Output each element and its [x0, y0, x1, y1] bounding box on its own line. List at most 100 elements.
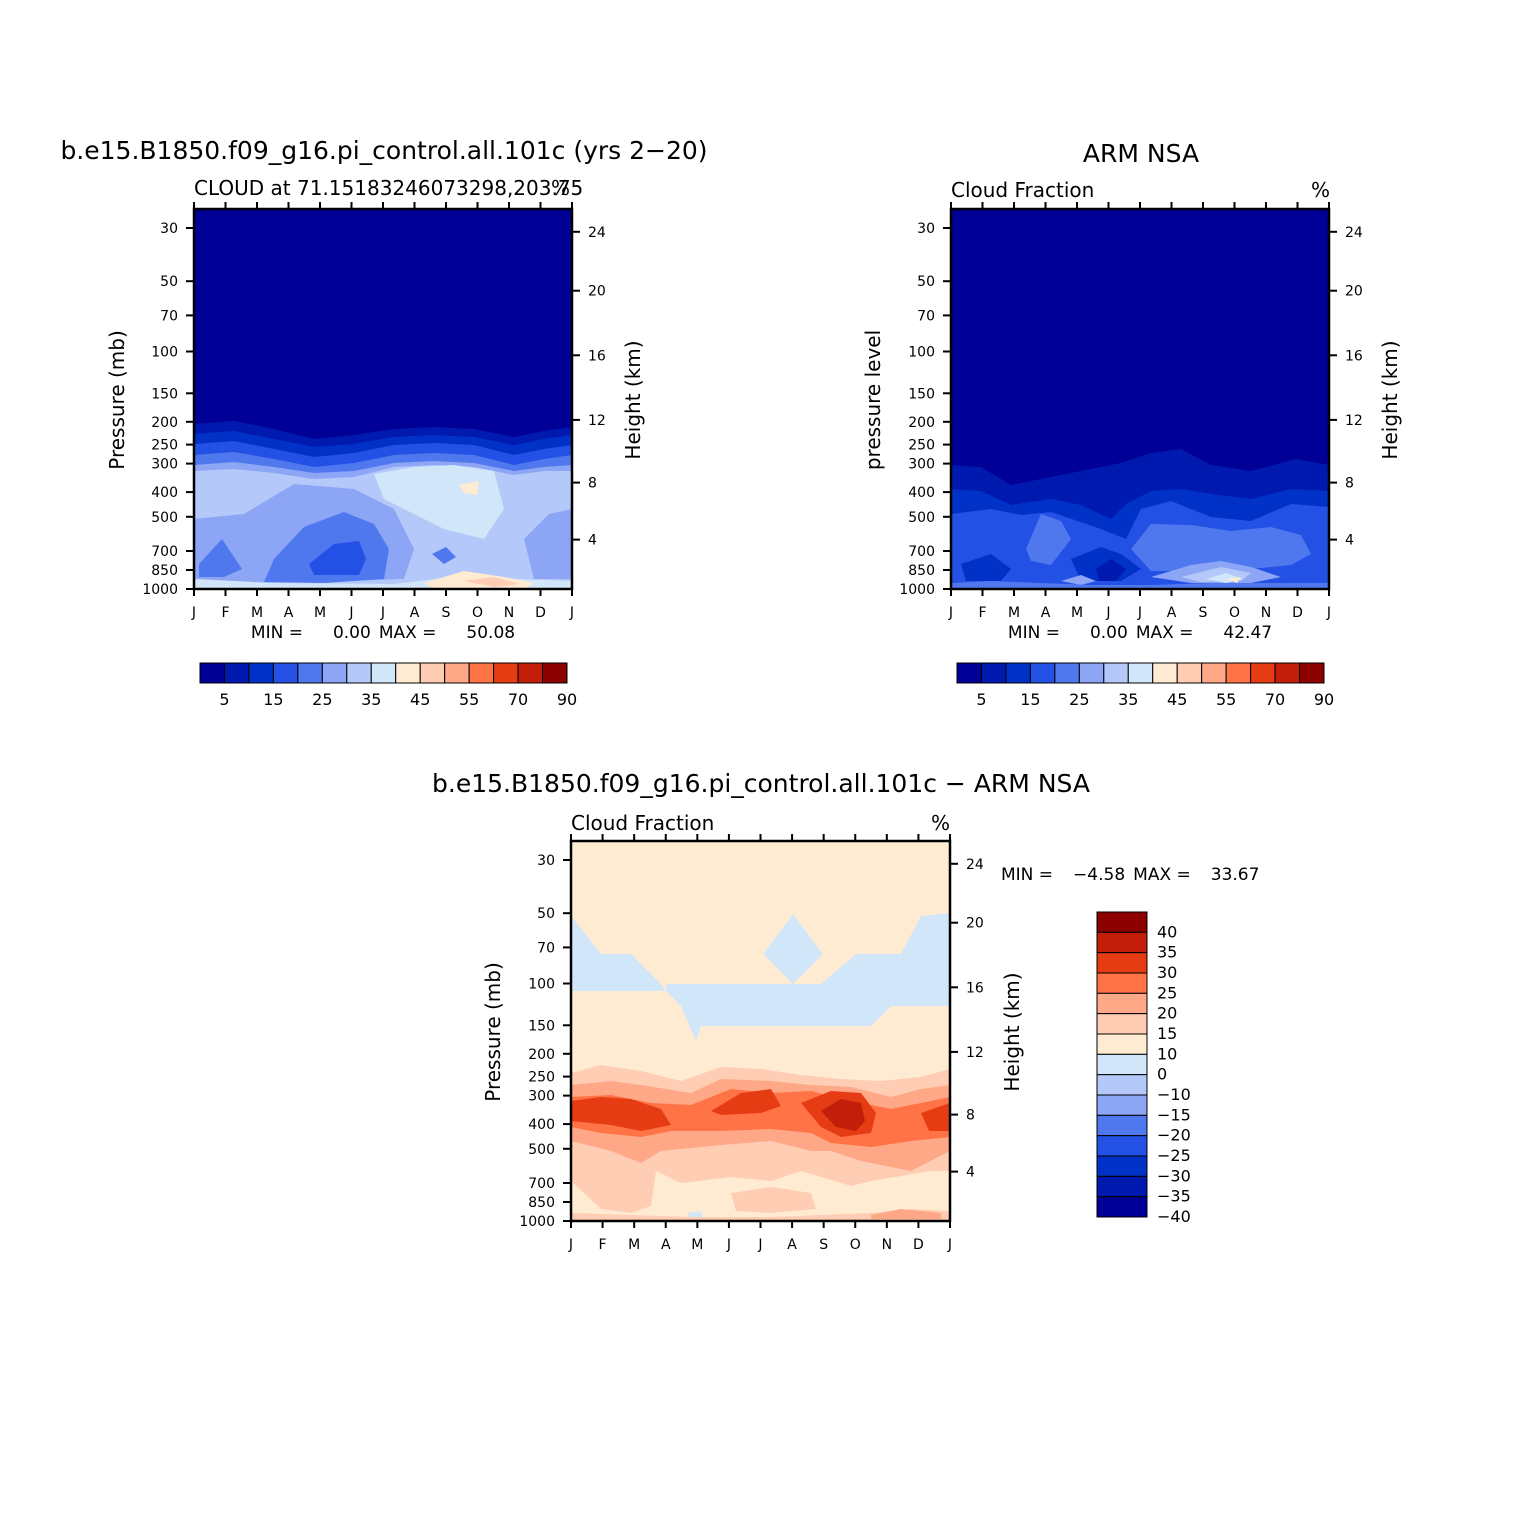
contour-band-10 — [524, 509, 572, 579]
colorbar-swatch — [419, 662, 446, 684]
x-tick-label: O — [472, 605, 483, 621]
contour-band-8 — [711, 1089, 781, 1115]
pressure-tick-label: 700 — [528, 1176, 555, 1192]
contour-band-11 — [821, 1099, 865, 1131]
colorbar-swatch — [1096, 992, 1148, 1015]
pressure-tick-label: 200 — [151, 415, 178, 431]
colorbar-swatch — [1299, 662, 1325, 684]
pressure-tick-label: 100 — [908, 345, 935, 361]
panel-obs-title: ARM NSA — [1083, 139, 1199, 168]
colorbar-label: −15 — [1157, 1105, 1191, 1124]
colorbar-label: −30 — [1157, 1166, 1191, 1185]
panel-model: b.e15.B1850.f09_g16.pi_control.all.101c … — [60, 136, 707, 709]
pressure-tick-label: 700 — [151, 544, 178, 560]
panel-model-min-label: MIN = — [251, 623, 303, 643]
colorbar-swatch — [1274, 662, 1301, 684]
x-tick-label: J — [191, 605, 196, 621]
x-tick-label: A — [1041, 605, 1051, 621]
panel-diff-title: b.e15.B1850.f09_g16.pi_control.all.101c … — [432, 769, 1090, 798]
height-tick-label: 16 — [966, 980, 984, 996]
colorbar-label: 0 — [1157, 1065, 1167, 1084]
colorbar-label: −40 — [1157, 1207, 1191, 1226]
colorbar-swatch — [346, 662, 372, 684]
height-tick-label: 12 — [1345, 413, 1363, 429]
colorbar-swatch — [1152, 662, 1178, 684]
pressure-tick-label: 30 — [160, 221, 178, 237]
contour-band-8 — [1096, 559, 1126, 581]
pressure-tick-label: 200 — [528, 1047, 555, 1063]
colorbar-label: 40 — [1157, 922, 1177, 941]
x-tick-label: J — [948, 605, 953, 621]
pressure-tick-label: 300 — [151, 457, 178, 473]
contour-band-13 — [432, 547, 456, 564]
colorbar-label: −20 — [1157, 1126, 1191, 1145]
colorbar-swatch — [1096, 1074, 1148, 1096]
pressure-tick-label: 250 — [151, 438, 178, 454]
colorbar-swatch — [1096, 972, 1148, 994]
contour-band-3 — [763, 914, 823, 984]
colorbar-swatch — [1103, 662, 1129, 684]
pressure-tick-label: 1000 — [899, 582, 935, 598]
panel-obs-axes: J F M A M J J A S O N D J 30 50 70 100 150 200 250 300 400 500… — [899, 202, 1363, 621]
pressure-tick-label: 400 — [151, 485, 178, 501]
contour-band-12 — [1227, 577, 1241, 583]
colorbar-label: 20 — [1157, 1004, 1177, 1023]
height-tick-label: 20 — [588, 284, 606, 300]
contour-band-10 — [921, 1103, 950, 1131]
panel-model-plot-area — [194, 209, 572, 589]
x-tick-label: M — [1071, 605, 1083, 621]
colorbar-label: 45 — [1167, 690, 1187, 709]
height-tick-label: 16 — [588, 348, 606, 364]
colorbar-swatch — [1096, 952, 1148, 974]
colorbar-label: 25 — [1069, 690, 1089, 709]
panel-diff-max-label: MAX = — [1133, 865, 1191, 885]
colorbar-swatch — [444, 662, 470, 684]
panel-diff-stats: MIN = −4.58 MAX = 33.67 — [1001, 865, 1259, 885]
height-tick-label: 20 — [966, 916, 984, 932]
panel-model-colorbar: 5 15 25 35 45 55 70 90 — [199, 662, 577, 709]
colorbar-label: −25 — [1157, 1146, 1191, 1165]
panel-diff-ylabel-right: Height (km) — [1000, 972, 1024, 1091]
colorbar-swatch — [1176, 662, 1203, 684]
contour-band-1 — [571, 916, 666, 991]
colorbar-label: 35 — [361, 690, 381, 709]
pressure-tick-label: 50 — [537, 906, 555, 922]
contour-band-7 — [571, 1097, 671, 1131]
contour-band-8 — [459, 481, 479, 495]
x-tick-label: F — [599, 1237, 607, 1253]
panel-diff-max-value: 33.67 — [1211, 865, 1260, 885]
colorbar-swatch — [1096, 1013, 1148, 1035]
colorbar-swatch — [1096, 1196, 1148, 1218]
panel-model-title: b.e15.B1850.f09_g16.pi_control.all.101c … — [60, 136, 707, 165]
pressure-tick-label: 70 — [160, 308, 178, 324]
pressure-tick-label: 30 — [537, 853, 555, 869]
contour-band-14 — [687, 1211, 703, 1217]
x-tick-label: O — [850, 1237, 861, 1253]
colorbar-label: 70 — [1265, 690, 1285, 709]
colorbar-label: 70 — [508, 690, 528, 709]
colorbar-swatch — [272, 662, 299, 684]
panel-obs-units: % — [1311, 178, 1330, 202]
x-tick-label: J — [1326, 605, 1331, 621]
height-tick-label: 24 — [966, 857, 984, 873]
x-tick-label: J — [568, 1237, 573, 1253]
colorbar-swatch — [1096, 931, 1148, 954]
contour-band-17 — [464, 577, 519, 587]
panel-diff-subtitle: Cloud Fraction — [571, 811, 714, 835]
colorbar-label: 90 — [1314, 690, 1334, 709]
pressure-tick-label: 850 — [528, 1195, 555, 1211]
height-tick-label: 8 — [588, 476, 597, 492]
pressure-tick-label: 100 — [528, 977, 555, 993]
height-tick-label: 4 — [1345, 533, 1354, 549]
colorbar-swatch — [1096, 1053, 1148, 1076]
pressure-tick-label: 150 — [528, 1018, 555, 1034]
panel-obs-ylabel-right: Height (km) — [1378, 340, 1402, 459]
colorbar-swatch — [542, 662, 568, 684]
contour-band-14 — [309, 541, 366, 575]
colorbar-swatch — [1096, 911, 1148, 933]
height-tick-label: 4 — [588, 533, 597, 549]
x-tick-label: M — [1008, 605, 1020, 621]
contour-band-12 — [199, 539, 242, 577]
